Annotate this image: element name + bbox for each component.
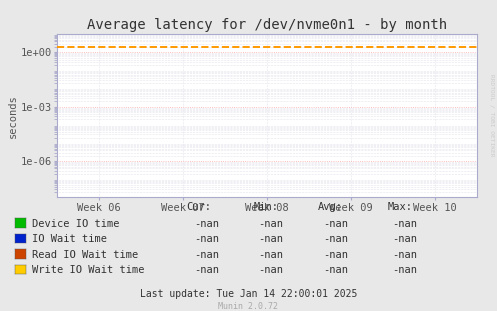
Text: -nan: -nan (194, 234, 219, 244)
Text: Device IO time: Device IO time (32, 219, 120, 229)
Text: Read IO Wait time: Read IO Wait time (32, 250, 139, 260)
Text: Cur:: Cur: (186, 202, 211, 212)
Text: -nan: -nan (258, 234, 283, 244)
Text: -nan: -nan (393, 250, 417, 260)
Text: Last update: Tue Jan 14 22:00:01 2025: Last update: Tue Jan 14 22:00:01 2025 (140, 289, 357, 299)
Text: Munin 2.0.72: Munin 2.0.72 (219, 302, 278, 311)
Text: -nan: -nan (258, 265, 283, 275)
Text: Write IO Wait time: Write IO Wait time (32, 265, 145, 275)
Text: -nan: -nan (194, 265, 219, 275)
Text: -nan: -nan (323, 250, 348, 260)
Text: IO Wait time: IO Wait time (32, 234, 107, 244)
Text: Min:: Min: (253, 202, 278, 212)
Text: -nan: -nan (393, 219, 417, 229)
Text: Avg:: Avg: (318, 202, 343, 212)
Text: -nan: -nan (323, 265, 348, 275)
Text: Max:: Max: (388, 202, 413, 212)
Text: RRDTOOL / TOBI OETIKER: RRDTOOL / TOBI OETIKER (490, 74, 495, 156)
Text: -nan: -nan (258, 219, 283, 229)
Text: -nan: -nan (323, 219, 348, 229)
Text: -nan: -nan (393, 234, 417, 244)
Y-axis label: seconds: seconds (7, 94, 17, 138)
Text: -nan: -nan (258, 250, 283, 260)
Text: -nan: -nan (194, 250, 219, 260)
Title: Average latency for /dev/nvme0n1 - by month: Average latency for /dev/nvme0n1 - by mo… (87, 18, 447, 32)
Text: -nan: -nan (194, 219, 219, 229)
Text: -nan: -nan (393, 265, 417, 275)
Text: -nan: -nan (323, 234, 348, 244)
